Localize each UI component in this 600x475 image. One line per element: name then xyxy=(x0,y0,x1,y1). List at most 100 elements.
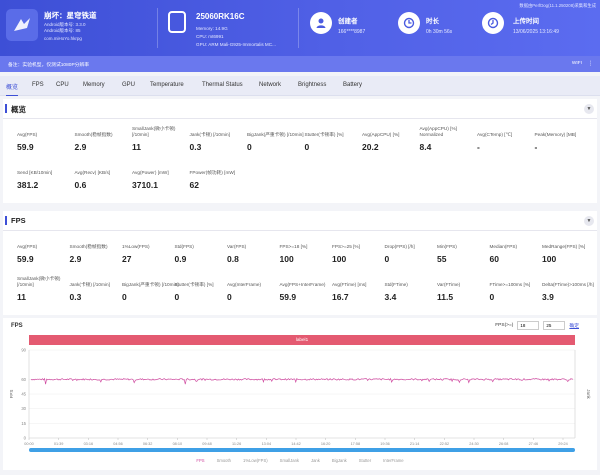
overview-panel: 概览 ▼ Avg(FPS) 59.9 Smooth(稳帧指数) 2.9 SmallJan… xyxy=(3,99,597,203)
metric-label: Stutter(卡顿率) [%] xyxy=(304,132,344,137)
note-bar: 备注：实验机型，仅测试1080P分辨率 WIFI ⋮ xyxy=(0,56,600,72)
app-icon xyxy=(6,9,38,41)
metric-value: 0.8 xyxy=(227,254,239,264)
metric-card: Std(FTime) 3.4 xyxy=(385,275,445,302)
metric-label: FPS>=18 [%] xyxy=(279,244,308,249)
app-title: 崩坏：星穹铁道 xyxy=(44,11,97,20)
metric-value: 0 xyxy=(227,292,232,302)
collapse-overview-button[interactable]: ▼ xyxy=(584,104,594,114)
metric-label: Jank(卡顿) [/10min] xyxy=(69,282,110,287)
metric-value: 59.9 xyxy=(279,292,297,302)
metric-card: Drop(FPS) [/h] 0 xyxy=(385,237,445,264)
x-tick-label: 14:42 xyxy=(291,442,301,446)
metric-card: Jank(卡顿) [/10min] 0.3 xyxy=(70,275,130,302)
tab-fps[interactable]: FPS xyxy=(32,82,44,88)
metric-label: Drop(FPS) [/h] xyxy=(384,244,415,249)
note-text: 备注：实验机型，仅测试1080P分辨率 xyxy=(8,63,90,68)
metric-label: 1%Low(FPS) xyxy=(122,244,150,249)
metric-card: BigJank(严重卡顿) [/10min] 0 xyxy=(247,125,307,152)
metric-card: Median(FPS) 60 xyxy=(490,237,550,264)
metric-label: Avg(FTime) [ms] xyxy=(332,282,367,287)
metric-card: FPower(帧功耗) [mW] 62 xyxy=(190,163,250,190)
x-tick-label: 29:24 xyxy=(558,442,568,446)
tab-gpu[interactable]: GPU xyxy=(122,82,136,88)
fps-chart-title: FPS xyxy=(11,323,23,329)
more-icon[interactable]: ⋮ xyxy=(587,61,594,67)
metric-card: Send [KB/10min] 381.2 xyxy=(17,163,77,190)
metric-card: Std(FPS) 0.9 xyxy=(175,237,235,264)
duration-value: 0h 30m 56s xyxy=(426,29,453,35)
metric-label: Avg(Power) [mW] xyxy=(132,170,169,175)
metric-label: BigJank(严重卡顿) [/10min] xyxy=(247,132,304,137)
label-band[interactable]: label1 xyxy=(29,335,575,345)
metric-card: Avg(AppCPU) [%] 20.2 xyxy=(362,125,422,152)
metric-value: 59.9 xyxy=(17,254,34,264)
fps-threshold-controls: FPS(>=) 确定 xyxy=(495,321,579,330)
metric-value: - xyxy=(534,142,538,152)
creator-label: 创建者 xyxy=(338,18,358,25)
x-tick-label: 08:10 xyxy=(173,442,183,446)
metric-card: SmallJank(微小卡顿) [/10min] 11 xyxy=(17,275,77,302)
tab-temperature[interactable]: Temperature xyxy=(150,82,184,88)
metric-value: 3710.1 xyxy=(132,180,158,190)
tab-overview[interactable]: 概览 xyxy=(6,82,19,96)
metric-card: Avg(InterFrame) 0 xyxy=(227,275,287,302)
metric-card: Stutter(卡顿率) [%] 0 xyxy=(305,125,365,152)
metric-value: 100 xyxy=(279,254,294,264)
x-tick-label: 17:58 xyxy=(351,442,361,446)
apply-threshold-button[interactable]: 确定 xyxy=(569,324,579,329)
metric-label: Avg(FPS) xyxy=(17,132,38,137)
metric-label: Peak(Memory) [MB] xyxy=(534,132,577,137)
metric-card: 1%Low(FPS) 27 xyxy=(122,237,182,264)
collapse-fps-button[interactable]: ▼ xyxy=(584,216,594,226)
metric-value: 3.9 xyxy=(542,292,554,302)
metric-value: 0 xyxy=(247,142,252,152)
metric-card: Stutter(卡顿率) [%] 0 xyxy=(175,275,235,302)
metric-card: MedRange(FPS) [%] 100 xyxy=(542,237,600,264)
legend-item[interactable]: Jank xyxy=(311,458,320,463)
legend-item[interactable]: SmallJank xyxy=(279,458,299,463)
y-tick-label: 90 xyxy=(21,348,26,353)
y-tick-label: 60 xyxy=(21,377,26,382)
legend-item[interactable]: 1%Low(FPS) xyxy=(243,458,268,463)
fps-title: FPS xyxy=(11,216,26,225)
metric-label: Avg(Recv) [KB/s] xyxy=(74,170,111,175)
legend-item[interactable]: Smooth xyxy=(216,458,231,463)
metric-card: SmallJank(微小卡顿) [/10min] 11 xyxy=(132,125,192,152)
metric-card: Var(FPS) 0.8 xyxy=(227,237,287,264)
x-tick-label: 16:20 xyxy=(321,442,331,446)
metric-card: Smooth(稳帧指数) 2.9 xyxy=(70,237,130,264)
metric-value: 0 xyxy=(122,292,127,302)
metric-label: Var(FTime) xyxy=(437,282,461,287)
metric-card: Min(FPS) 55 xyxy=(437,237,497,264)
metric-card: Avg(CTemp) [℃] - xyxy=(477,125,537,152)
legend-item[interactable]: Stutter xyxy=(358,458,372,463)
legend-item[interactable]: BigJank xyxy=(331,458,347,463)
device-title: 25060RK16C xyxy=(196,12,245,21)
tab-memory[interactable]: Memory xyxy=(83,82,105,88)
fps-chart-panel: FPS FPS(>=) 确定 label1 90 60 45 30 15 0 FPS Jank… xyxy=(3,318,597,470)
fps-threshold-label: FPS(>=) xyxy=(495,323,514,328)
upload-time-icon xyxy=(482,12,504,34)
metric-label: Stutter(卡顿率) [%] xyxy=(174,282,214,287)
metric-value: 16.7 xyxy=(332,292,349,302)
metric-card: Peak(Memory) [MB] - xyxy=(535,125,595,152)
fps-threshold-low-input[interactable] xyxy=(517,321,540,330)
metric-tabs: 概览 FPS CPU Memory GPU Temperature Therma… xyxy=(0,76,600,96)
metric-value: 381.2 xyxy=(17,180,39,190)
metric-value: 0 xyxy=(489,292,495,302)
x-tick-label: 26:08 xyxy=(499,442,509,446)
tab-thermal-status[interactable]: Thermal Status xyxy=(202,82,243,88)
legend-item[interactable]: InterFrame xyxy=(383,458,404,463)
tab-battery[interactable]: Battery xyxy=(343,82,363,88)
fps-threshold-high-input[interactable] xyxy=(543,321,566,330)
fps-panel: FPS ▼ Avg(FPS) 59.9 Smooth(稳帧指数) 2.9 1%Low(F… xyxy=(3,211,597,315)
creator-value: 166****8987 xyxy=(338,29,366,35)
metric-card: Avg(FPS) 59.9 xyxy=(17,125,77,152)
tab-cpu[interactable]: CPU xyxy=(56,82,69,88)
tab-network[interactable]: Network xyxy=(259,82,282,88)
upload-value: 13/06/2025 13:16:49 xyxy=(513,29,559,35)
tab-brightness[interactable]: Brightness xyxy=(298,82,327,88)
phone-icon xyxy=(168,11,186,33)
legend-item[interactable]: FPS xyxy=(196,458,205,463)
